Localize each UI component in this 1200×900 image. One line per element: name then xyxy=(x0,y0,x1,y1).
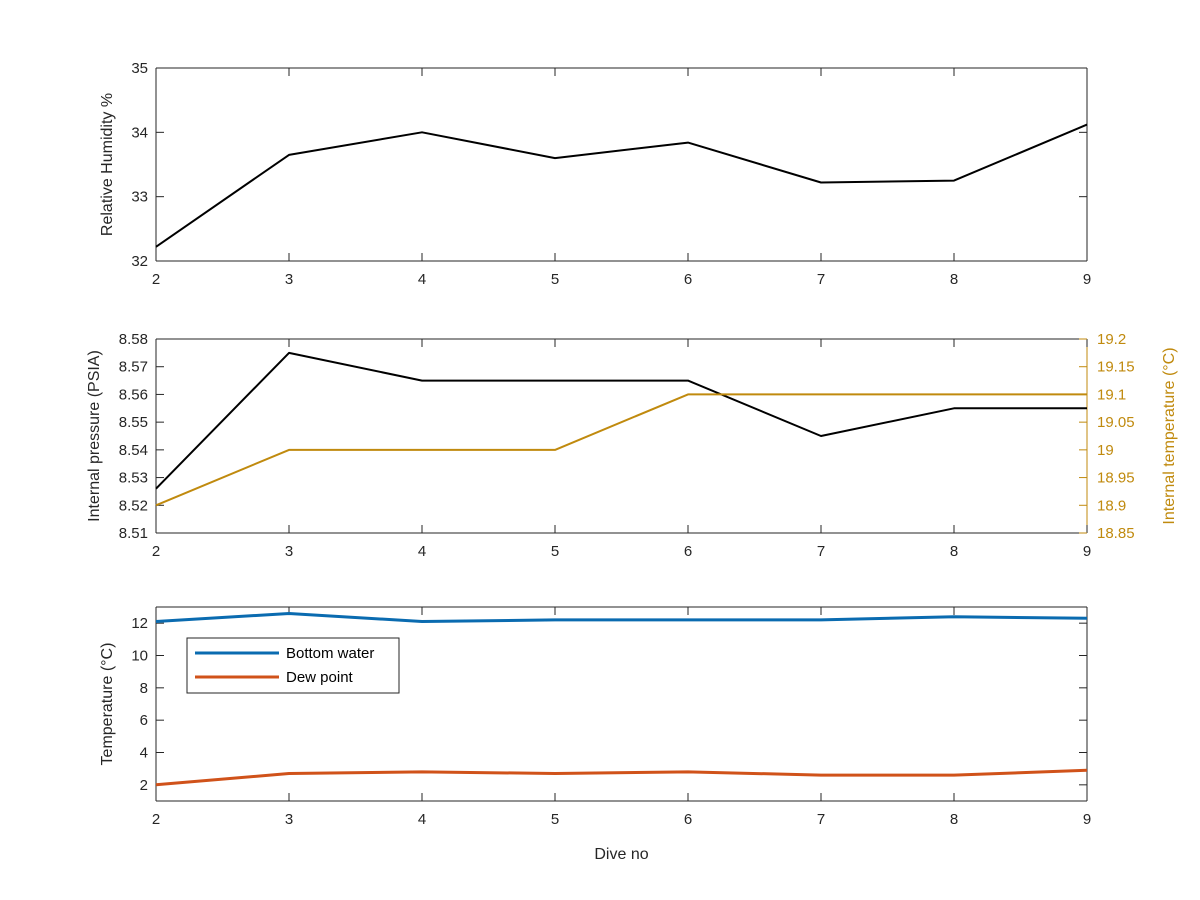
x-tick-label: 2 xyxy=(152,543,160,560)
x-tick-label: 6 xyxy=(684,543,692,560)
y-tick-label: 2 xyxy=(140,777,148,794)
y-tick-label: 8.56 xyxy=(119,386,148,403)
y-tick-label: 6 xyxy=(140,712,148,729)
y2-tick-label: 19.2 xyxy=(1097,331,1126,348)
x-tick-label: 6 xyxy=(684,811,692,828)
y2-tick-label: 19.15 xyxy=(1097,359,1135,376)
x-tick-label: 2 xyxy=(152,811,160,828)
legend-label: Dew point xyxy=(286,669,354,686)
x-tick-label: 5 xyxy=(551,811,559,828)
x-tick-label: 4 xyxy=(418,543,426,560)
y-tick-label: 32 xyxy=(131,253,148,270)
y2-tick-label: 18.9 xyxy=(1097,497,1126,514)
y-axis-label: Relative Humidity % xyxy=(99,93,116,236)
x-tick-label: 8 xyxy=(950,543,958,560)
x-tick-label: 3 xyxy=(285,811,293,828)
x-tick-label: 8 xyxy=(950,811,958,828)
y2-tick-label: 19.05 xyxy=(1097,414,1135,431)
x-tick-label: 7 xyxy=(817,811,825,828)
y-tick-label: 34 xyxy=(131,124,148,141)
x-tick-label: 9 xyxy=(1083,543,1091,560)
y-axis-label: Temperature (°C) xyxy=(99,643,116,766)
y-tick-label: 8.53 xyxy=(119,470,148,487)
x-axis-label: Dive no xyxy=(594,846,648,863)
y2-axis-label: Internal temperature (°C) xyxy=(1161,347,1178,524)
y-axis-label: Internal pressure (PSIA) xyxy=(86,350,103,522)
x-tick-label: 7 xyxy=(817,543,825,560)
y-tick-label: 8.55 xyxy=(119,414,148,431)
x-tick-label: 4 xyxy=(418,271,426,288)
y-tick-label: 8.54 xyxy=(119,442,148,459)
y-tick-label: 8.52 xyxy=(119,497,148,514)
legend-label: Bottom water xyxy=(286,645,374,662)
series-line-0 xyxy=(155,351,1087,490)
y-tick-label: 8 xyxy=(140,680,148,697)
x-tick-label: 2 xyxy=(152,271,160,288)
series-line-1 xyxy=(155,768,1088,787)
x-tick-label: 4 xyxy=(418,811,426,828)
y-tick-label: 8.57 xyxy=(119,359,148,376)
legend: Bottom water Dew point xyxy=(186,637,400,694)
y2-tick-label: 18.85 xyxy=(1097,525,1135,542)
series-line-1 xyxy=(155,393,1087,507)
y-tick-label: 4 xyxy=(140,745,148,762)
plot-area xyxy=(156,339,1087,533)
y-tick-label: 8.58 xyxy=(119,331,148,348)
y-tick-label: 10 xyxy=(131,648,148,665)
temperature-panel: 2 3 4 5 6 7 8 9 2 4 6 8 10 12 Temperature (°C) Dive no B… xyxy=(99,606,1091,863)
x-tick-label: 9 xyxy=(1083,271,1091,288)
y2-tick-label: 18.95 xyxy=(1097,470,1135,487)
x-tick-label: 6 xyxy=(684,271,692,288)
legend-box xyxy=(186,637,400,694)
series-line-0 xyxy=(155,123,1088,248)
series-line-0 xyxy=(155,612,1088,623)
x-tick-label: 3 xyxy=(285,271,293,288)
x-tick-label: 5 xyxy=(551,271,559,288)
y-tick-label: 8.51 xyxy=(119,525,148,542)
y-tick-label: 35 xyxy=(131,60,148,77)
pressure-temperature-panel: 2 3 4 5 6 7 8 9 8.51 8.52 8.53 8.54 8.55 8.56 8.57 8.58… xyxy=(86,331,1178,560)
x-tick-label: 5 xyxy=(551,543,559,560)
x-tick-label: 3 xyxy=(285,543,293,560)
x-tick-label: 8 xyxy=(950,271,958,288)
x-tick-label: 9 xyxy=(1083,811,1091,828)
plot-area xyxy=(156,68,1087,261)
y2-tick-label: 19.1 xyxy=(1097,386,1126,403)
y2-tick-label: 19 xyxy=(1097,442,1114,459)
x-tick-label: 7 xyxy=(817,271,825,288)
y-tick-label: 12 xyxy=(131,615,148,632)
y-tick-label: 33 xyxy=(131,189,148,206)
